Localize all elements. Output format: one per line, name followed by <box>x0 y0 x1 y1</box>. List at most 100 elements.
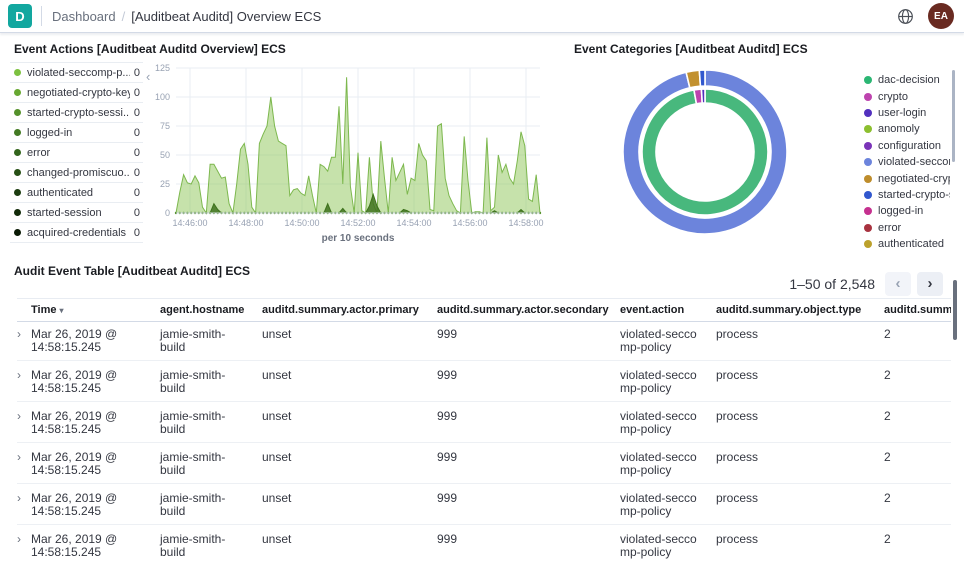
cell-time: Mar 26, 2019 @ 14:58:15.245 <box>31 327 118 354</box>
legend-label: authenticated <box>27 186 94 199</box>
column-header-auditd.summary.object.type[interactable]: auditd.summary.object.type <box>716 304 862 316</box>
breadcrumb-current-page: [Auditbeat Auditd] Overview ECS <box>131 8 322 24</box>
donut-slice-dac-decision[interactable] <box>641 88 769 216</box>
cell-time: Mar 26, 2019 @ 14:58:15.245 <box>31 532 118 559</box>
cell-event-action: violated-seccomp-policy <box>620 491 697 518</box>
row-expand-icon[interactable]: › <box>17 491 21 505</box>
legend-color-dot <box>864 92 872 101</box>
cell-object-type: process <box>716 450 759 464</box>
legend-item[interactable]: error 0 <box>10 143 143 163</box>
legend-item[interactable]: started-crypto-se... <box>864 187 950 203</box>
audit-event-table-panel: Audit Event Table [Auditbeat Auditd] ECS… <box>5 256 959 561</box>
column-header-auditd.summary[interactable]: auditd.summary <box>884 304 951 316</box>
legend-item[interactable]: configuration <box>864 138 950 154</box>
table-row: › Mar 26, 2019 @ 14:58:15.245 jamie-smith-… <box>17 320 951 361</box>
svg-text:14:58:00: 14:58:00 <box>508 218 543 228</box>
legend-color-dot <box>864 190 872 199</box>
column-header-auditd.summary.actor.secondary[interactable]: auditd.summary.actor.secondary <box>437 304 609 316</box>
table-row: › Mar 26, 2019 @ 14:58:15.245 jamie-smith-… <box>17 402 951 443</box>
legend-label: negotiated-crypto-key <box>27 86 130 99</box>
donut-slice-user-login[interactable] <box>700 88 706 104</box>
legend-color-dot <box>14 229 21 236</box>
legend-value: 0 <box>133 126 140 139</box>
legend-color-dot <box>864 174 872 183</box>
svg-text:0: 0 <box>165 208 170 218</box>
row-expand-icon[interactable]: › <box>17 409 21 423</box>
cell-actor-secondary: 999 <box>437 450 458 464</box>
legend-item[interactable]: started-session 0 <box>10 203 143 223</box>
legend-label: anomoly <box>878 123 920 136</box>
legend-item[interactable]: authenticated 0 <box>10 183 143 203</box>
cell-agent-hostname: jamie-smith-build <box>160 368 226 395</box>
legend-color-dot <box>864 141 872 150</box>
event-categories-donut-chart[interactable] <box>618 65 792 239</box>
avatar[interactable]: EA <box>928 3 954 29</box>
table-row: › Mar 26, 2019 @ 14:58:15.245 jamie-smith-… <box>17 525 951 561</box>
legend-item[interactable]: negotiated-crypto... <box>864 170 950 186</box>
legend-item[interactable]: acquired-credentials 0 <box>10 223 143 243</box>
legend-item[interactable]: logged-in 0 <box>10 123 143 143</box>
event-actions-panel-title: Event Actions [Auditbeat Auditd Overview… <box>14 42 286 56</box>
legend-item[interactable]: negotiated-crypto-key 0 <box>10 83 143 103</box>
globe-icon[interactable] <box>897 8 914 25</box>
legend-color-dot <box>14 89 21 96</box>
next-page-button[interactable]: › <box>917 272 943 296</box>
legend-item[interactable]: started-crypto-sessi... 0 <box>10 103 143 123</box>
cell-actor-secondary: 999 <box>437 368 458 382</box>
event-categories-panel-title: Event Categories [Auditbeat Auditd] ECS <box>574 42 808 56</box>
legend-color-dot <box>14 149 21 156</box>
svg-text:75: 75 <box>160 121 170 131</box>
legend-color-dot <box>864 76 872 85</box>
svg-text:14:50:00: 14:50:00 <box>284 218 319 228</box>
legend-scrollbar[interactable] <box>952 70 955 162</box>
donut-slice-started-crypto-session[interactable] <box>698 69 706 88</box>
legend-item[interactable]: logged-in <box>864 203 950 219</box>
topbar: D Dashboard / [Auditbeat Auditd] Overvie… <box>0 0 964 33</box>
legend-label: negotiated-crypto... <box>878 172 950 185</box>
legend-color-dot <box>14 189 21 196</box>
column-header-agent.hostname[interactable]: agent.hostname <box>160 304 245 316</box>
table-row: › Mar 26, 2019 @ 14:58:15.245 jamie-smith-… <box>17 484 951 525</box>
legend-label: user-login <box>878 106 927 119</box>
previous-page-button[interactable]: ‹ <box>885 272 911 296</box>
cell-agent-hostname: jamie-smith-build <box>160 409 226 436</box>
breadcrumb: Dashboard / [Auditbeat Auditd] Overview … <box>52 9 321 24</box>
event-actions-panel: Event Actions [Auditbeat Auditd Overview… <box>5 36 561 252</box>
legend-item[interactable]: user-login <box>864 105 950 121</box>
cell-summary: 2 <box>884 491 891 505</box>
column-header-auditd.summary.actor.primary[interactable]: auditd.summary.actor.primary <box>262 304 419 316</box>
row-expand-icon[interactable]: › <box>17 450 21 464</box>
cell-summary: 2 <box>884 409 891 423</box>
legend-item[interactable]: anomoly <box>864 121 950 137</box>
legend-value: 0 <box>133 66 140 79</box>
event-actions-area-chart[interactable]: 0 25 50 75 100 125 14:46:00 14:48:00 14:50:00 14:… <box>143 58 553 248</box>
legend-item[interactable]: violated-seccomp... <box>864 154 950 170</box>
legend-item[interactable]: changed-promiscuo... 0 <box>10 163 143 183</box>
breadcrumb-dashboard[interactable]: Dashboard <box>52 8 116 24</box>
legend-item[interactable]: violated-seccomp-p... 0 <box>10 63 143 83</box>
cell-actor-primary: unset <box>262 368 292 382</box>
table-row: › Mar 26, 2019 @ 14:58:15.245 jamie-smith-… <box>17 361 951 402</box>
cell-actor-primary: unset <box>262 491 292 505</box>
legend-value: 0 <box>133 146 140 159</box>
cell-agent-hostname: jamie-smith-build <box>160 491 226 518</box>
row-expand-icon[interactable]: › <box>17 327 21 341</box>
topbar-divider <box>41 6 42 26</box>
breadcrumb-separator: / <box>121 8 126 24</box>
donut-slice-violated-seccomp-policy[interactable] <box>622 69 788 235</box>
row-expand-icon[interactable]: › <box>17 368 21 382</box>
row-expand-icon[interactable]: › <box>17 532 21 546</box>
legend-label: acquired-credentials <box>27 226 127 239</box>
legend-item[interactable]: error <box>864 220 950 236</box>
legend-item[interactable]: authenticated <box>864 236 950 252</box>
legend-item[interactable]: dac-decision <box>864 72 950 88</box>
legend-label: configuration <box>878 139 941 152</box>
dashboard-app-logo[interactable]: D <box>8 4 32 28</box>
cell-summary: 2 <box>884 327 891 341</box>
column-header-Time[interactable]: Time ▾ <box>31 304 64 316</box>
sort-descending-icon: ▾ <box>59 306 64 315</box>
legend-collapse-icon[interactable]: ‹ <box>146 69 151 84</box>
table-scrollbar[interactable] <box>953 280 957 340</box>
column-header-event.action[interactable]: event.action <box>620 304 685 316</box>
legend-item[interactable]: crypto <box>864 88 950 104</box>
